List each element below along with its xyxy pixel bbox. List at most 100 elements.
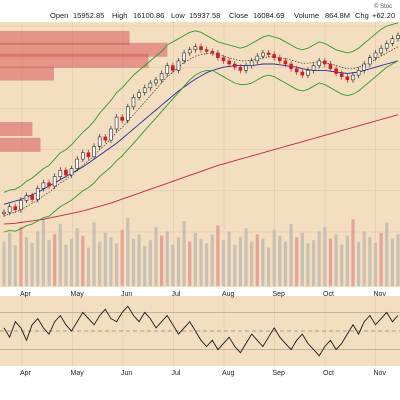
candle-body	[244, 65, 248, 71]
volume-bar	[261, 238, 265, 286]
candle-body	[277, 57, 282, 62]
candle-body	[306, 70, 310, 76]
volume-bar	[379, 232, 383, 286]
candle-body	[187, 49, 192, 54]
volume-bar	[30, 243, 34, 286]
candle-body	[41, 182, 46, 189]
candle-body	[159, 73, 164, 81]
candle-body	[52, 176, 57, 187]
candle-body	[75, 158, 79, 169]
candle-body	[199, 46, 203, 51]
volume-bar	[154, 226, 158, 286]
candle-body	[373, 52, 378, 58]
volume-bar	[2, 241, 6, 286]
volume-bar	[8, 232, 12, 286]
volume-by-price-bar	[0, 53, 149, 68]
osc-month-label: Oct	[323, 370, 334, 377]
oscillator-month-axis: Apr May Jun Jul Aug Sep Oct Nov	[20, 370, 386, 377]
high-value: 16100.86	[133, 11, 164, 20]
volume-bar	[53, 234, 57, 286]
osc-month-label: Jul	[172, 370, 181, 377]
osc-month-label: Aug	[222, 370, 235, 377]
month-label: Nov	[374, 291, 387, 298]
candle-body	[97, 136, 102, 147]
volume-bar	[165, 231, 169, 286]
volume-bar	[351, 219, 355, 286]
volume-bar	[92, 222, 96, 286]
candle-body	[171, 65, 175, 71]
volume-value: 864.8M	[325, 11, 350, 20]
volume-bar	[345, 235, 349, 286]
candle-body	[323, 60, 327, 65]
volume-bar	[171, 244, 175, 286]
candle-body	[294, 68, 299, 73]
series-lines	[3, 22, 399, 233]
chg-label: Chg	[355, 11, 369, 20]
volume-bar	[238, 237, 242, 286]
volume-bar	[272, 229, 276, 286]
osc-month-label: Nov	[374, 370, 387, 377]
volume-by-price-bar	[0, 66, 54, 81]
volume-bar	[328, 238, 333, 286]
volume-bar	[75, 228, 79, 286]
volume-bar	[58, 223, 62, 286]
high-label: High	[112, 11, 127, 20]
volume-bar	[69, 238, 74, 286]
osc-month-label: Jun	[121, 370, 132, 377]
candle-body	[193, 46, 198, 51]
candle-body	[109, 128, 113, 141]
volume-bar	[334, 234, 338, 286]
volume-by-price-bar	[0, 122, 33, 136]
candle-body	[30, 195, 34, 200]
candle-body	[142, 87, 147, 93]
volume-bar	[47, 240, 51, 286]
candle-body	[339, 73, 344, 78]
month-label: May	[71, 291, 85, 298]
volume-bar	[396, 234, 400, 286]
volume-bar	[221, 240, 226, 286]
volume-bar	[317, 231, 321, 286]
volume-bar	[278, 235, 282, 286]
volume-bar	[300, 232, 304, 286]
volume-bar	[216, 225, 220, 286]
volume-bar	[283, 241, 288, 286]
candle-body	[249, 60, 254, 66]
candle-body	[221, 57, 226, 62]
candle-body	[126, 106, 130, 121]
volume-by-price	[0, 30, 168, 152]
volume-bar	[19, 226, 23, 286]
candle-body	[154, 79, 158, 84]
candle-body	[334, 68, 338, 74]
candle-body	[300, 71, 305, 76]
ohlc-header: Open 15952.85 High 16100.86 Low 15937.58…	[50, 3, 395, 20]
candle-body	[396, 35, 400, 39]
month-label: Sep	[273, 291, 286, 298]
candle-body	[227, 60, 231, 65]
candle-body	[165, 65, 170, 74]
candle-body	[114, 116, 119, 130]
candle-body	[103, 136, 108, 141]
candle-body	[2, 211, 6, 215]
volume-bar	[250, 241, 254, 286]
volume-bar	[255, 234, 259, 286]
candle-body	[216, 52, 220, 58]
candle-body	[379, 47, 383, 54]
close-label: Close	[229, 11, 248, 20]
volume-bar	[24, 237, 29, 286]
volume-by-price-bar	[0, 30, 130, 45]
month-label: Oct	[323, 291, 334, 298]
candle-body	[255, 55, 260, 62]
candle-body	[351, 74, 355, 81]
volume-bar	[357, 241, 361, 286]
candle-body	[13, 206, 18, 211]
candle-body	[317, 60, 322, 66]
candle-body	[384, 43, 389, 49]
volume-bar	[137, 234, 141, 286]
candle-body	[120, 116, 124, 121]
volume-bar	[160, 235, 164, 286]
osc-month-label: May	[71, 370, 85, 377]
candle-body	[356, 70, 361, 76]
volume-bar	[340, 244, 344, 286]
volume-bar	[81, 235, 85, 286]
